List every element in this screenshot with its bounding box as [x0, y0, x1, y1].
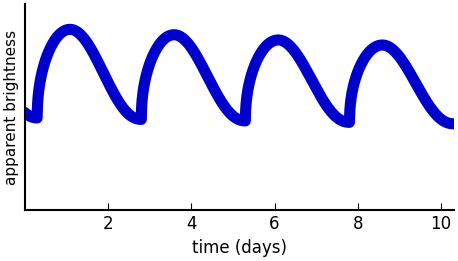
X-axis label: time (days): time (days): [191, 239, 287, 257]
Y-axis label: apparent brightness: apparent brightness: [4, 30, 19, 185]
